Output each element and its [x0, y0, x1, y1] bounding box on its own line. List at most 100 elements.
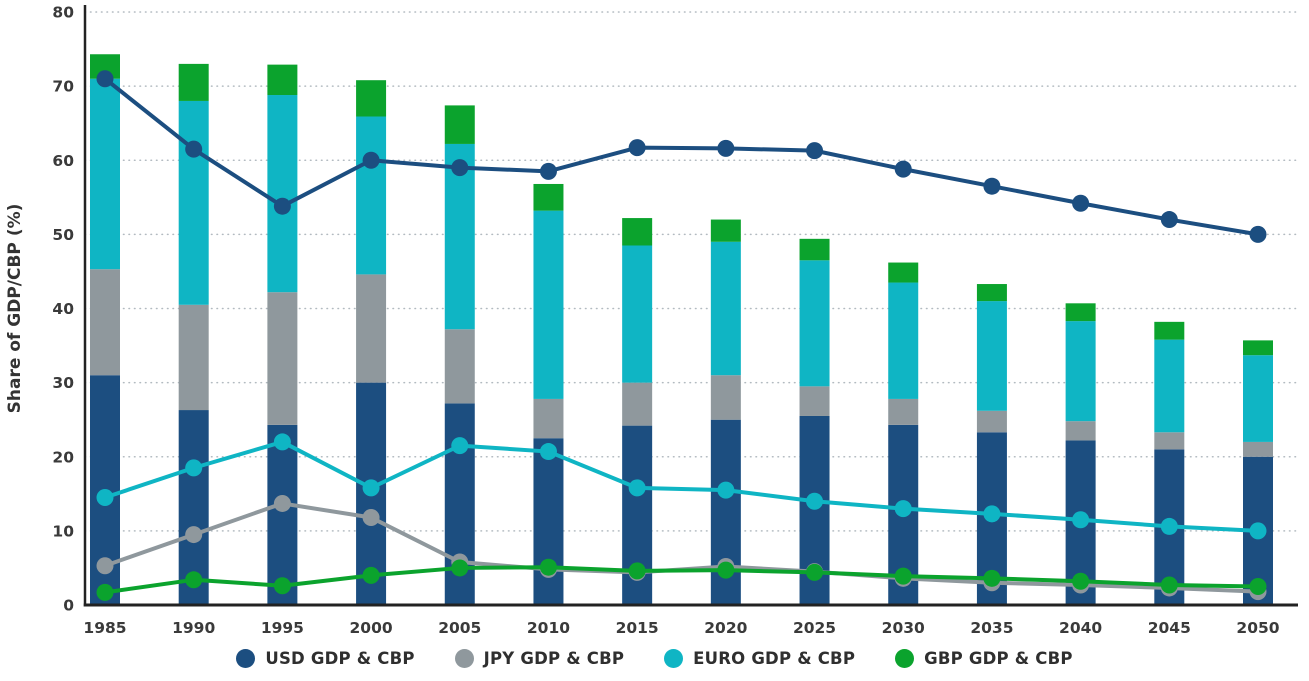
- legend-label-euro: EURO GDP & CBP: [693, 648, 856, 668]
- marker-euro: [894, 500, 912, 518]
- chart-legend: USD GDP & CBP JPY GDP & CBP EURO GDP & CBP…: [0, 638, 1309, 678]
- legend-swatch-usd: [236, 648, 256, 668]
- y-tick-label: 0: [63, 597, 74, 615]
- x-tick-label: 1990: [172, 619, 215, 637]
- y-tick-label: 40: [52, 300, 74, 318]
- bar-segment-gbp: [1243, 340, 1273, 356]
- y-tick-label: 50: [52, 226, 74, 244]
- x-tick-label: 2015: [616, 619, 659, 637]
- bar-segment-gbp: [710, 219, 741, 242]
- marker-gbp: [273, 577, 291, 595]
- bar-segment-euro: [710, 241, 741, 376]
- marker-euro: [451, 437, 469, 455]
- bar-segment-jpy: [267, 292, 298, 425]
- marker-usd: [1160, 211, 1178, 229]
- marker-jpy: [362, 509, 380, 527]
- marker-gbp: [451, 559, 469, 577]
- bar-segment-euro: [90, 78, 120, 270]
- legend-item-jpy: JPY GDP & CBP: [454, 648, 625, 668]
- bar-segment-jpy: [356, 274, 387, 383]
- y-tick-label: 80: [52, 4, 74, 22]
- y-tick-label: 60: [52, 152, 74, 170]
- bar-segment-gbp: [444, 105, 475, 144]
- line-gbp: [103, 565, 1260, 595]
- bar-segment-euro: [1154, 339, 1185, 433]
- bar-segment-euro: [799, 260, 830, 387]
- marker-euro: [983, 505, 1001, 523]
- bar-segment-jpy: [1065, 421, 1096, 441]
- x-tick-label: 2035: [970, 619, 1013, 637]
- legend-swatch-jpy: [454, 648, 474, 668]
- x-tick-label: 2005: [438, 619, 481, 637]
- y-axis-title: Share of GDP/CBP (%): [5, 204, 25, 414]
- x-tick-label: 2010: [527, 619, 570, 637]
- x-tick-label: 2020: [704, 619, 747, 637]
- marker-euro: [1249, 522, 1267, 540]
- legend-swatch-gbp: [895, 648, 915, 668]
- x-tick-label: 2000: [350, 619, 393, 637]
- marker-jpy: [273, 494, 291, 512]
- marker-usd: [894, 160, 912, 178]
- marker-jpy: [185, 526, 203, 544]
- x-tick-label: 2025: [793, 619, 836, 637]
- marker-usd: [185, 140, 203, 158]
- legend-label-gbp: GBP GDP & CBP: [924, 648, 1073, 668]
- marker-gbp: [628, 562, 646, 580]
- x-tick-label: 2040: [1059, 619, 1102, 637]
- marker-gbp: [362, 566, 380, 584]
- marker-usd: [96, 70, 114, 88]
- bar-segment-jpy: [178, 304, 209, 411]
- x-tick-label: 1985: [83, 619, 126, 637]
- marker-euro: [628, 479, 646, 497]
- bar-segment-jpy: [533, 398, 564, 439]
- bar-segment-jpy: [799, 386, 830, 416]
- marker-euro: [96, 489, 114, 507]
- marker-euro: [273, 433, 291, 451]
- bar-segment-jpy: [976, 410, 1007, 433]
- bar-segment-euro: [356, 116, 387, 275]
- legend-item-usd: USD GDP & CBP: [236, 648, 415, 668]
- marker-gbp: [1072, 572, 1090, 590]
- marker-gbp: [96, 583, 114, 601]
- x-tick-label: 1995: [261, 619, 304, 637]
- marker-gbp: [1160, 576, 1178, 594]
- bar-segment-gbp: [1065, 303, 1096, 322]
- bar-segment-jpy: [444, 329, 475, 404]
- x-tick-label: 2030: [882, 619, 925, 637]
- marker-usd: [273, 197, 291, 215]
- bar-segment-jpy: [1243, 441, 1273, 457]
- bar-segment-jpy: [888, 398, 919, 425]
- marker-usd: [983, 177, 1001, 195]
- bar-segment-euro: [178, 100, 209, 305]
- marker-euro: [1072, 511, 1090, 529]
- marker-usd: [628, 139, 646, 157]
- bar-segment-gbp: [799, 238, 830, 261]
- bar-segment-gbp: [976, 284, 1007, 302]
- bar-segment-jpy: [90, 269, 120, 376]
- marker-euro: [717, 481, 735, 499]
- legend-item-euro: EURO GDP & CBP: [664, 648, 856, 668]
- x-tick-label: 2045: [1148, 619, 1191, 637]
- marker-gbp: [806, 563, 824, 581]
- y-tick-label: 30: [52, 374, 74, 392]
- marker-usd: [1072, 194, 1090, 212]
- y-tick-label: 10: [52, 522, 74, 540]
- marker-usd: [362, 151, 380, 169]
- bar-segment-gbp: [178, 63, 209, 101]
- marker-gbp: [717, 561, 735, 579]
- marker-usd: [717, 139, 735, 157]
- bar-segment-euro: [533, 210, 564, 399]
- bar-segment-gbp: [356, 80, 387, 117]
- bar-segment-euro: [888, 282, 919, 399]
- bar-segment-jpy: [710, 375, 741, 420]
- legend-label-usd: USD GDP & CBP: [265, 648, 415, 668]
- marker-usd: [1249, 225, 1267, 243]
- bar-segment-jpy: [622, 382, 653, 426]
- marker-euro: [1160, 517, 1178, 535]
- marker-gbp: [1249, 577, 1267, 595]
- bar-segment-usd: [267, 424, 298, 605]
- y-tick-label: 20: [52, 448, 74, 466]
- marker-euro: [185, 459, 203, 477]
- bar-segment-jpy: [1154, 432, 1185, 450]
